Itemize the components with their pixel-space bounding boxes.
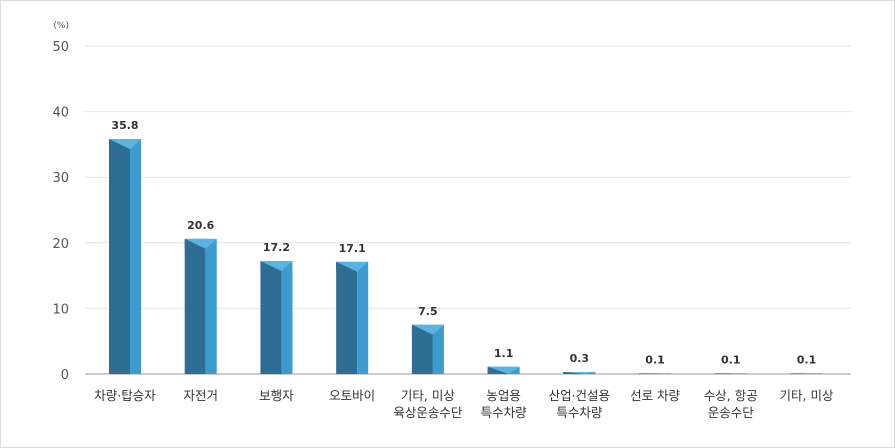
bar-bevel — [563, 372, 585, 374]
bar-top — [109, 139, 141, 150]
bar-side — [205, 238, 217, 374]
bar-front — [184, 238, 206, 374]
bar-value-label: 7.5 — [418, 305, 438, 318]
bar-front — [336, 261, 358, 374]
bar-top — [411, 324, 444, 335]
bar-side — [357, 261, 369, 374]
x-category-label: 기타, 미상 — [780, 388, 834, 403]
bar-side — [281, 261, 293, 374]
y-tick-label: 0 — [61, 368, 69, 383]
bar-front — [260, 261, 282, 374]
bar-bevel — [109, 139, 130, 150]
bar-value-label: 17.1 — [339, 242, 366, 255]
x-category-label: 운송수단 — [708, 405, 755, 420]
bar-value-label: 17.2 — [263, 241, 290, 254]
bar-top — [790, 373, 823, 374]
bar-bevel — [336, 261, 358, 272]
bar-bevel — [487, 366, 509, 374]
bar-value-label: 0.1 — [645, 353, 665, 366]
bar-bevel — [411, 324, 433, 335]
bar-bevel — [790, 373, 812, 374]
x-category-label: 보행자 — [259, 388, 294, 403]
x-category-label: 수상, 항공 — [704, 388, 758, 403]
bar-bevel — [639, 373, 661, 374]
bar-value-label: 0.1 — [721, 353, 741, 366]
x-category-label: 기타, 미상 — [401, 388, 455, 403]
x-category-label: 특수차량 — [556, 405, 603, 420]
bar-top — [563, 372, 596, 374]
bar-top — [639, 373, 672, 374]
bar-side — [432, 324, 444, 374]
bar-top — [487, 366, 520, 374]
bar-value-label: 0.1 — [797, 353, 817, 366]
y-tick-label: 50 — [52, 40, 69, 55]
bar-top — [260, 261, 293, 272]
y-unit-label: (%) — [53, 21, 69, 31]
bar-value-label: 35.8 — [111, 119, 138, 132]
bar-side — [130, 139, 141, 374]
x-category-label: 특수차량 — [481, 405, 528, 420]
y-tick-label: 30 — [52, 171, 69, 186]
y-tick-label: 10 — [52, 302, 69, 317]
x-category-label: 육상운송수단 — [393, 405, 463, 420]
x-category-label: 산업·건설용 — [549, 388, 610, 403]
bar-value-label: 1.1 — [494, 347, 514, 360]
bar-value-label: 0.3 — [570, 352, 590, 365]
bar-top — [184, 238, 217, 249]
bar-top — [336, 261, 369, 272]
bar-value-label: 20.6 — [187, 219, 214, 232]
y-tick-label: 40 — [52, 106, 69, 121]
x-category-label: 선로 차량 — [630, 388, 680, 403]
bar-front — [411, 324, 433, 374]
x-category-label: 차량·탑승자 — [94, 388, 156, 403]
y-tick-label: 20 — [52, 237, 69, 252]
bar-front — [109, 139, 130, 374]
x-category-label: 자전거 — [183, 388, 218, 403]
x-category-label: 농업용 — [486, 388, 521, 403]
bar-top — [714, 373, 747, 374]
bar-bevel — [714, 373, 736, 374]
bar-bevel — [184, 238, 206, 249]
x-category-label: 오토바이 — [329, 388, 375, 403]
bar-bevel — [260, 261, 282, 272]
